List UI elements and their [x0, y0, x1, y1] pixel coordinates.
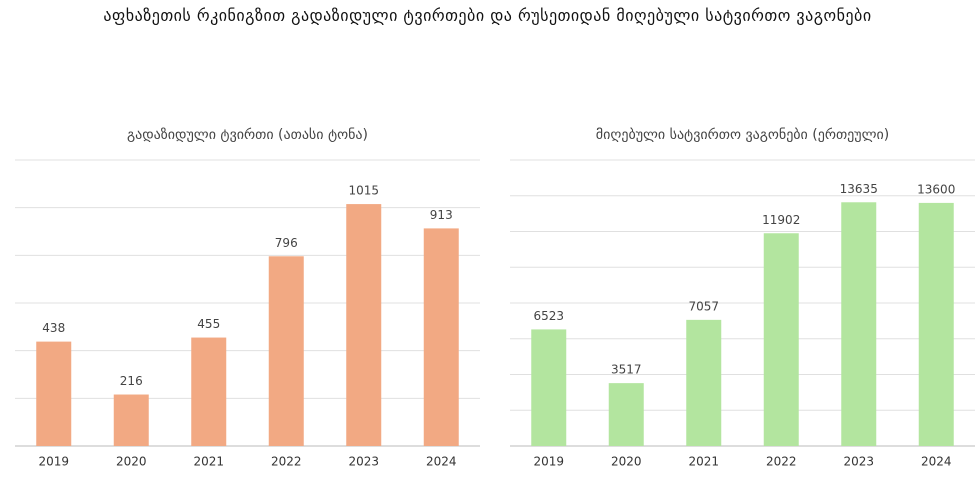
data-label: 438: [42, 321, 65, 335]
x-tick-label: 2023: [843, 455, 874, 469]
bar: [268, 256, 304, 446]
data-label: 216: [120, 374, 143, 388]
bar: [113, 394, 149, 446]
page-title: აფხაზეთის რკინიგზით გადაზიდული ტვირთები …: [103, 6, 872, 25]
bar: [608, 383, 644, 446]
x-tick-label: 2019: [533, 455, 564, 469]
chart-title: მიღებული სატვირთო ვაგონები (ერთეული): [596, 126, 889, 143]
data-label: 3517: [611, 363, 642, 377]
data-label: 455: [197, 317, 220, 331]
data-label: 7057: [688, 299, 719, 313]
bar: [763, 233, 799, 446]
bar: [841, 202, 877, 446]
x-tick-label: 2023: [348, 455, 379, 469]
bar: [36, 341, 72, 446]
chart-title: გადაზიდული ტვირთი (ათასი ტონა): [127, 126, 368, 143]
bar: [423, 228, 459, 446]
data-label: 13600: [917, 182, 955, 196]
data-label: 6523: [533, 309, 564, 323]
data-label: 13635: [840, 182, 878, 196]
data-label: 913: [430, 208, 453, 222]
data-label: 11902: [762, 213, 800, 227]
x-tick-label: 2021: [193, 455, 224, 469]
x-tick-label: 2019: [38, 455, 69, 469]
bar: [531, 329, 567, 446]
bar: [346, 204, 382, 446]
x-tick-label: 2024: [426, 455, 457, 469]
x-tick-label: 2020: [611, 455, 642, 469]
x-tick-label: 2022: [766, 455, 797, 469]
x-tick-label: 2022: [271, 455, 302, 469]
x-tick-label: 2021: [688, 455, 719, 469]
x-tick-label: 2024: [921, 455, 952, 469]
bar: [918, 202, 954, 446]
bar: [686, 319, 722, 446]
x-tick-label: 2020: [116, 455, 147, 469]
data-label: 1015: [348, 184, 379, 198]
bar: [191, 337, 227, 446]
data-label: 796: [275, 236, 298, 250]
